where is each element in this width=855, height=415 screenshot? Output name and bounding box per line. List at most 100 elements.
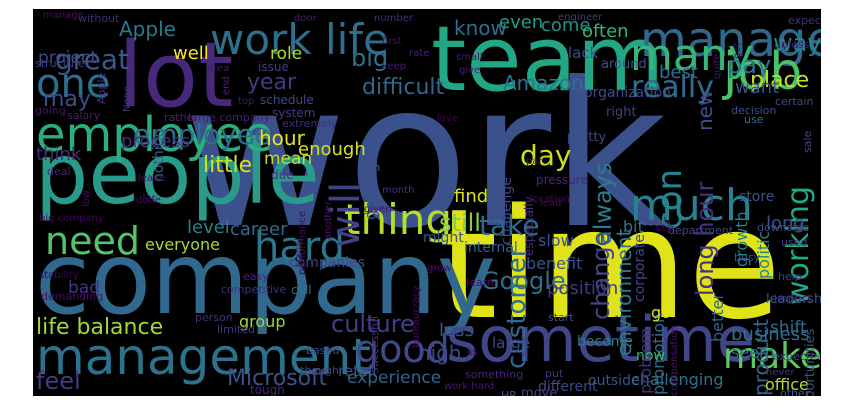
word-low: low	[81, 189, 92, 207]
word-decision: decision	[731, 104, 777, 117]
word-difficult: difficult	[362, 75, 445, 100]
word-might: might	[423, 230, 464, 246]
word-expect: expect	[788, 14, 821, 27]
word-really: really	[631, 70, 714, 105]
word-keep: keep	[382, 61, 407, 72]
word-learn: learn	[466, 276, 494, 289]
word-successful: successful	[368, 316, 381, 373]
word-company: company	[35, 220, 496, 337]
word-mean: mean	[264, 149, 313, 169]
word-challenge: challenge	[499, 177, 515, 245]
word-right: right	[606, 105, 637, 120]
word-quite: quite	[712, 53, 723, 79]
word-area: area	[207, 63, 230, 74]
word-help: help	[778, 270, 802, 283]
word-pressure: pressure	[536, 173, 588, 187]
word-one: one	[36, 61, 111, 107]
word-rate: rate	[409, 48, 430, 59]
word-certain: certain	[775, 95, 814, 108]
word-different: different	[538, 379, 598, 395]
word-impact: impact	[774, 292, 812, 305]
word-sometime: sometime	[446, 303, 755, 376]
word-tough: tough	[250, 383, 285, 396]
word-easy: easy	[243, 270, 269, 283]
word-month: month	[382, 185, 415, 196]
word-start: start	[548, 311, 574, 324]
word-go: go	[651, 303, 671, 322]
word-feel: feel	[36, 367, 81, 395]
word-position: position	[547, 278, 619, 299]
word-want: want	[735, 77, 780, 98]
word-schedule: schedule	[260, 93, 314, 107]
word-around: around	[601, 57, 647, 72]
word-get: get	[732, 42, 743, 59]
word-though: though	[300, 364, 339, 377]
word-problem: problem	[636, 327, 655, 394]
word-often: often	[582, 21, 629, 42]
word-hour: hour	[259, 126, 305, 150]
word-first: first	[382, 36, 402, 47]
word-way: way	[773, 29, 821, 57]
word-work-life: work life	[210, 15, 389, 64]
word-due: due	[271, 168, 294, 182]
word-bureaucracy: bureaucracy	[411, 285, 422, 348]
word-project: project	[38, 48, 98, 68]
word-culture: culture	[331, 310, 415, 338]
word-other: other	[780, 387, 810, 396]
word-find: find	[454, 186, 489, 207]
word-structure: structure	[35, 57, 85, 70]
word-amazon: Amazon	[503, 71, 584, 95]
word-big-company: big company	[39, 213, 104, 224]
word-thing: thing	[344, 195, 453, 244]
word-challenging: challenging	[631, 370, 724, 389]
word-leave: leave	[138, 173, 166, 184]
word-given: given	[364, 204, 392, 215]
word-may: may	[43, 87, 91, 112]
word-work-hard: work hard	[444, 381, 495, 392]
word-apple-2: Apple	[95, 72, 108, 104]
word-large: large	[492, 334, 531, 352]
word-rather: rather	[164, 111, 198, 124]
word-location: location	[530, 194, 570, 205]
word-great: great	[55, 43, 130, 76]
word-microsoft: Microsoft	[227, 366, 328, 391]
word-end: end	[221, 76, 232, 95]
word-long: long	[766, 213, 805, 234]
word-now: now	[636, 348, 665, 364]
word-business: business	[731, 324, 810, 345]
word-use: use	[744, 113, 764, 126]
word-everyone: everyone	[145, 235, 220, 254]
word-best: best	[659, 62, 698, 83]
word-unless: unless	[774, 38, 810, 51]
word-lead: lead	[540, 198, 562, 209]
word-even: even	[499, 12, 544, 33]
word-apple: Apple	[119, 17, 176, 41]
word-life-balance: life balance	[36, 315, 164, 340]
word-place: place	[750, 68, 810, 93]
word-shift: shift	[770, 318, 807, 338]
word-bit: bit	[623, 217, 644, 236]
word-extremely: extremely	[282, 117, 338, 130]
word-outside: outside	[588, 373, 640, 389]
word-part: part	[526, 156, 547, 167]
word-busy: busy	[734, 251, 761, 264]
word-pay: pay	[727, 51, 772, 79]
word-system: system	[272, 106, 316, 120]
word-sale: sale	[801, 130, 814, 153]
word-employee-2: employee	[133, 118, 272, 151]
word-year: year	[247, 70, 297, 95]
word-grow: grow	[427, 263, 452, 274]
word-many: many	[630, 30, 754, 81]
word-much: much	[630, 180, 753, 231]
word-retail: retail	[338, 362, 377, 380]
word-slow: slow	[538, 231, 574, 250]
word-stability: stability	[39, 270, 79, 281]
word-companies: companies	[289, 255, 366, 271]
word-better: better	[708, 293, 727, 342]
word-demanding: demanding	[41, 290, 104, 303]
word-none: None	[122, 85, 133, 112]
word-lack: lack	[568, 44, 599, 62]
word-issue: issue	[258, 60, 289, 74]
word-put: put	[545, 367, 564, 380]
word-good: good	[355, 327, 450, 371]
